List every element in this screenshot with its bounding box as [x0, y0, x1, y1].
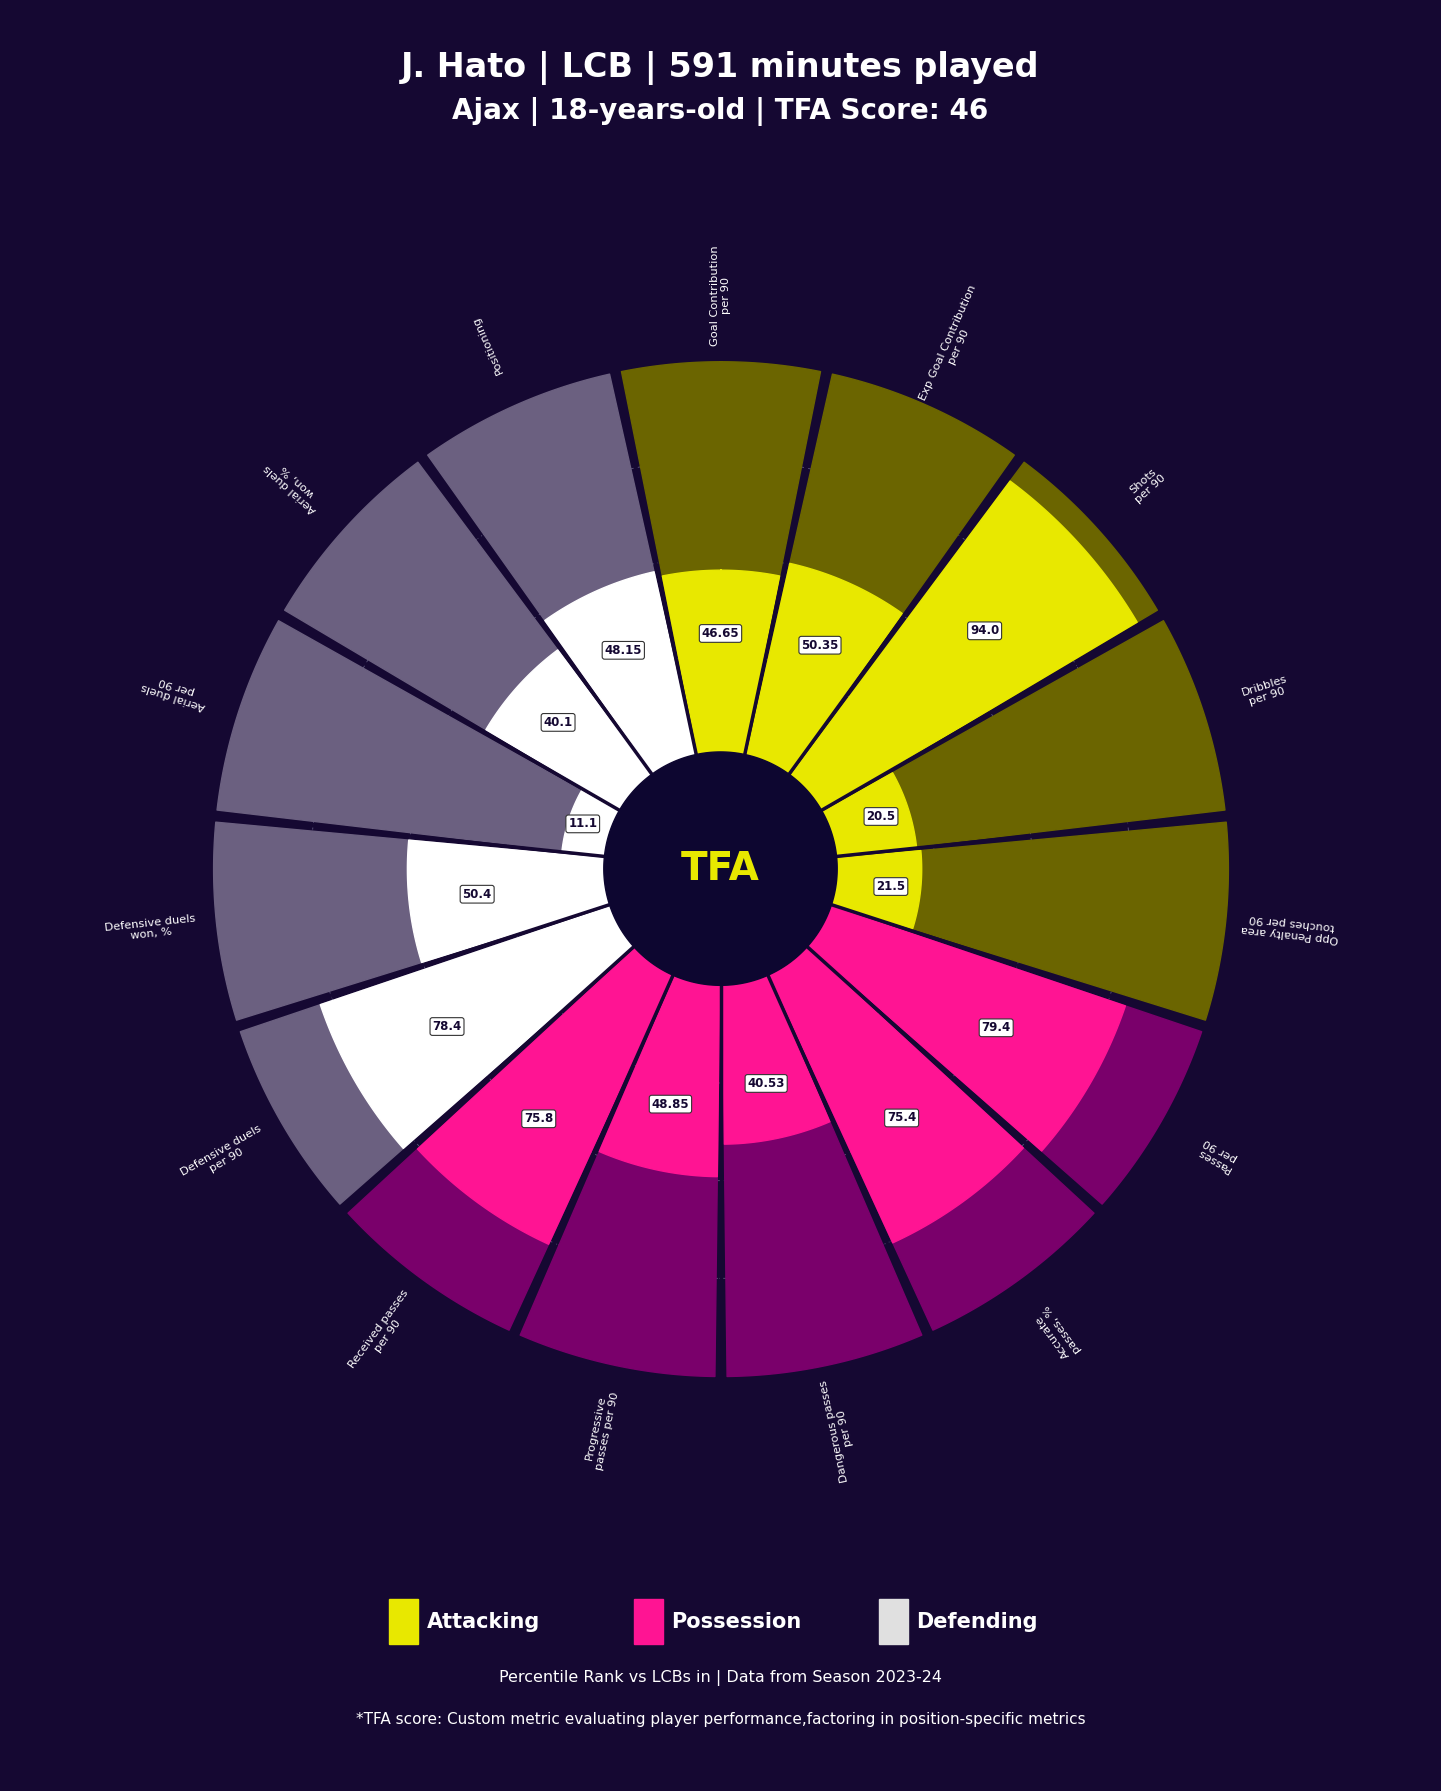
Text: TFA: TFA [682, 849, 759, 888]
Text: 79.4: 79.4 [981, 1021, 1010, 1035]
Text: 21.5: 21.5 [876, 879, 905, 894]
Text: Attacking: Attacking [427, 1612, 540, 1632]
Text: 50.4: 50.4 [463, 888, 491, 901]
Text: Progressive
passes per 90: Progressive passes per 90 [582, 1388, 620, 1470]
Text: Dribbles
per 90: Dribbles per 90 [1239, 673, 1291, 709]
Text: 75.4: 75.4 [888, 1112, 916, 1125]
Text: Opp Penalty area
touches per 90: Opp Penalty area touches per 90 [1241, 913, 1340, 944]
Text: Positioning: Positioning [470, 315, 504, 376]
Text: 75.8: 75.8 [525, 1112, 553, 1125]
Text: Possession: Possession [672, 1612, 801, 1632]
Polygon shape [604, 752, 837, 985]
Text: 40.53: 40.53 [748, 1076, 785, 1091]
Text: Defensive duels
won, %: Defensive duels won, % [104, 913, 197, 944]
Text: Aerial duels
won, %: Aerial duels won, % [262, 455, 327, 516]
Text: 48.85: 48.85 [651, 1098, 689, 1110]
Text: Passes
per 90: Passes per 90 [1195, 1137, 1239, 1175]
Text: Received passes
per 90: Received passes per 90 [347, 1288, 419, 1377]
Text: Goal Contribution
per 90: Goal Contribution per 90 [710, 245, 731, 346]
Text: Percentile Rank vs LCBs in | Data from Season 2023-24: Percentile Rank vs LCBs in | Data from S… [499, 1671, 942, 1685]
Text: J. Hato | LCB | 591 minutes played: J. Hato | LCB | 591 minutes played [401, 52, 1040, 84]
Text: 50.35: 50.35 [801, 639, 839, 652]
Text: 11.1: 11.1 [568, 817, 597, 831]
Text: Defending: Defending [916, 1612, 1038, 1632]
Text: 78.4: 78.4 [432, 1021, 461, 1033]
Text: Accurate
passes, %: Accurate passes, % [1032, 1304, 1084, 1361]
Text: Dangerous passes
per 90: Dangerous passes per 90 [818, 1375, 862, 1483]
Text: Exp Goal Contribution
per 90: Exp Goal Contribution per 90 [918, 283, 989, 407]
Text: *TFA score: Custom metric evaluating player performance,factoring in position-sp: *TFA score: Custom metric evaluating pla… [356, 1712, 1085, 1727]
Text: 46.65: 46.65 [702, 627, 739, 639]
Text: 20.5: 20.5 [866, 810, 895, 824]
Text: Defensive duels
per 90: Defensive duels per 90 [179, 1123, 269, 1187]
Text: Ajax | 18-years-old | TFA Score: 46: Ajax | 18-years-old | TFA Score: 46 [452, 97, 989, 125]
Text: 40.1: 40.1 [543, 716, 572, 729]
Text: 48.15: 48.15 [605, 643, 643, 657]
Text: Aerial duels
per 90: Aerial duels per 90 [140, 672, 210, 713]
Text: 94.0: 94.0 [970, 625, 999, 638]
Text: Shots
per 90: Shots per 90 [1125, 464, 1167, 505]
